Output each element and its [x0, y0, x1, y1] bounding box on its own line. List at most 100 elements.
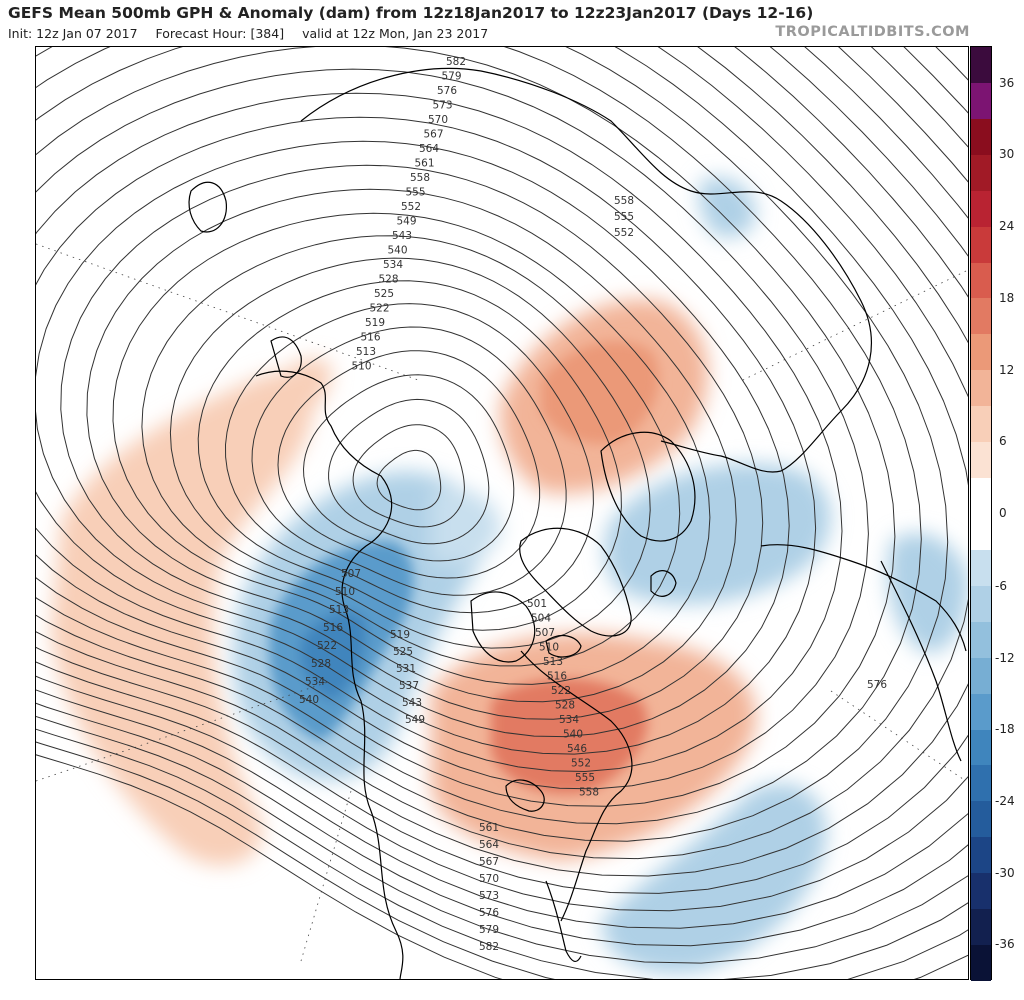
contour-label: 564: [419, 143, 439, 155]
contour-label: 513: [543, 656, 563, 668]
init-time: Init: 12z Jan 07 2017: [8, 26, 138, 41]
colorbar-segment: [971, 873, 991, 910]
colorbar-segment: [971, 478, 991, 515]
height-contour-line: [36, 47, 896, 807]
contour-label: 546: [567, 743, 587, 755]
colorbar-tick-label: 36: [999, 76, 1015, 90]
colorbar-segment: [971, 298, 991, 335]
forecast-hour: Forecast Hour: [384]: [155, 26, 285, 41]
contour-label: 522: [317, 640, 337, 652]
contour-label: 528: [311, 658, 331, 670]
height-contour-line: [141, 235, 681, 667]
colorbar-segment: [971, 909, 991, 946]
coastline-kamchatka: [188, 181, 228, 233]
negative-anomaly-mediterranean: [887, 533, 968, 653]
contour-label: 513: [329, 604, 349, 616]
height-contours: [36, 47, 968, 979]
contour-label: 543: [392, 230, 412, 242]
coastline-florida: [545, 880, 582, 963]
height-contour-line: [277, 350, 541, 579]
colorbar-tick-label: 18: [999, 291, 1015, 305]
negative-anomaly-europe: [699, 177, 756, 238]
contour-label: 510: [335, 586, 355, 598]
colorbar-tick-label: -12: [995, 651, 1015, 665]
contour-label: 504: [531, 613, 551, 625]
colorbar-tick-label: 6: [999, 434, 1007, 448]
contour-label: 573: [479, 890, 499, 902]
colorbar-tick-label: 24: [999, 219, 1015, 233]
colorbar-segment: [971, 154, 991, 192]
contour-label: 570: [479, 873, 499, 885]
coastline-great-lakes: [505, 779, 545, 812]
contour-label: 549: [397, 216, 417, 228]
coastline-mediterranean: [760, 544, 967, 652]
height-contour-line: [36, 47, 968, 877]
colorbar-tick-label: 30: [999, 147, 1015, 161]
coastline-iceland: [545, 634, 582, 658]
contour-label: 525: [374, 288, 394, 300]
colorbar-segment: [971, 47, 991, 84]
contour-label: 522: [551, 685, 571, 697]
anomaly-colorbar: [970, 46, 992, 982]
positive-anomaly-siberia-core: [541, 341, 660, 444]
valid-time: valid at 12z Mon, Jan 23 2017: [302, 26, 489, 41]
contour-label: 507: [341, 568, 361, 580]
contour-label: 576: [867, 679, 887, 691]
colorbar-segment: [971, 729, 991, 766]
map-panel: 582 579 576 573 570 567 564 561 558 555 552 549 543 5…: [35, 46, 969, 980]
negative-anomaly-arctic: [431, 488, 501, 565]
height-contour-line: [60, 164, 764, 720]
contour-label: 537: [399, 680, 419, 692]
contour-label: 567: [479, 856, 499, 868]
contour-label: 534: [383, 259, 403, 271]
contour-label: 519: [365, 317, 385, 329]
height-contour-line: [36, 68, 869, 790]
height-contour-line: [86, 188, 737, 703]
contour-label: 525: [393, 646, 413, 658]
height-contour-line: [169, 257, 651, 649]
positive-anomaly-alaska: [151, 358, 332, 531]
coastline-africa: [880, 560, 962, 762]
colorbar-segment: [971, 406, 991, 443]
height-contour-line: [36, 47, 968, 912]
contour-label: 564: [479, 839, 499, 851]
colorbar-segment: [971, 442, 991, 479]
contour-label: 516: [361, 332, 381, 344]
colorbar-tick-label: 12: [999, 363, 1015, 377]
contour-label: 573: [433, 100, 453, 112]
coastline-greenland: [519, 527, 632, 637]
positive-anomaly-pacific: [51, 373, 313, 866]
height-contour-line: [302, 374, 515, 562]
height-contour-line: [197, 280, 622, 631]
contour-label: 552: [401, 201, 421, 213]
height-contour-line: [36, 47, 968, 860]
graticule: [36, 243, 967, 962]
contour-label: 558: [410, 172, 430, 184]
colorbar-tick-label: -6: [995, 579, 1007, 593]
height-contour-line: [36, 92, 843, 773]
colorbar-tick-label: -30: [995, 866, 1015, 880]
contour-label: 510: [539, 642, 559, 654]
contour-label: 528: [555, 700, 575, 712]
negative-anomaly-atlantic: [601, 783, 827, 974]
contour-label: 555: [575, 772, 595, 784]
colorbar-tick-label: -36: [995, 937, 1015, 951]
contour-label: 507: [535, 627, 555, 639]
colorbar-tick-label: 0: [999, 506, 1007, 520]
map-title: GEFS Mean 500mb GPH & Anomaly (dam) from…: [8, 4, 814, 22]
colorbar-segment: [971, 334, 991, 371]
contour-label: 543: [402, 697, 422, 709]
contour-label: 567: [424, 129, 444, 141]
height-contour-line: [36, 140, 790, 738]
contour-label: 579: [479, 924, 499, 936]
colorbar-segment: [971, 118, 991, 156]
colorbar-segment: [971, 693, 991, 731]
contour-label: 582: [479, 941, 499, 953]
colorbar-segment: [971, 657, 991, 695]
colorbar-segment: [971, 585, 991, 623]
contour-label: 558: [614, 195, 634, 207]
brand-watermark: TROPICALTIDBITS.COM: [775, 24, 970, 40]
map-canvas: 582 579 576 573 570 567 564 561 558 555 552 549 543 5…: [36, 47, 968, 979]
height-contour-line: [224, 303, 594, 614]
colorbar-segment: [971, 190, 991, 228]
